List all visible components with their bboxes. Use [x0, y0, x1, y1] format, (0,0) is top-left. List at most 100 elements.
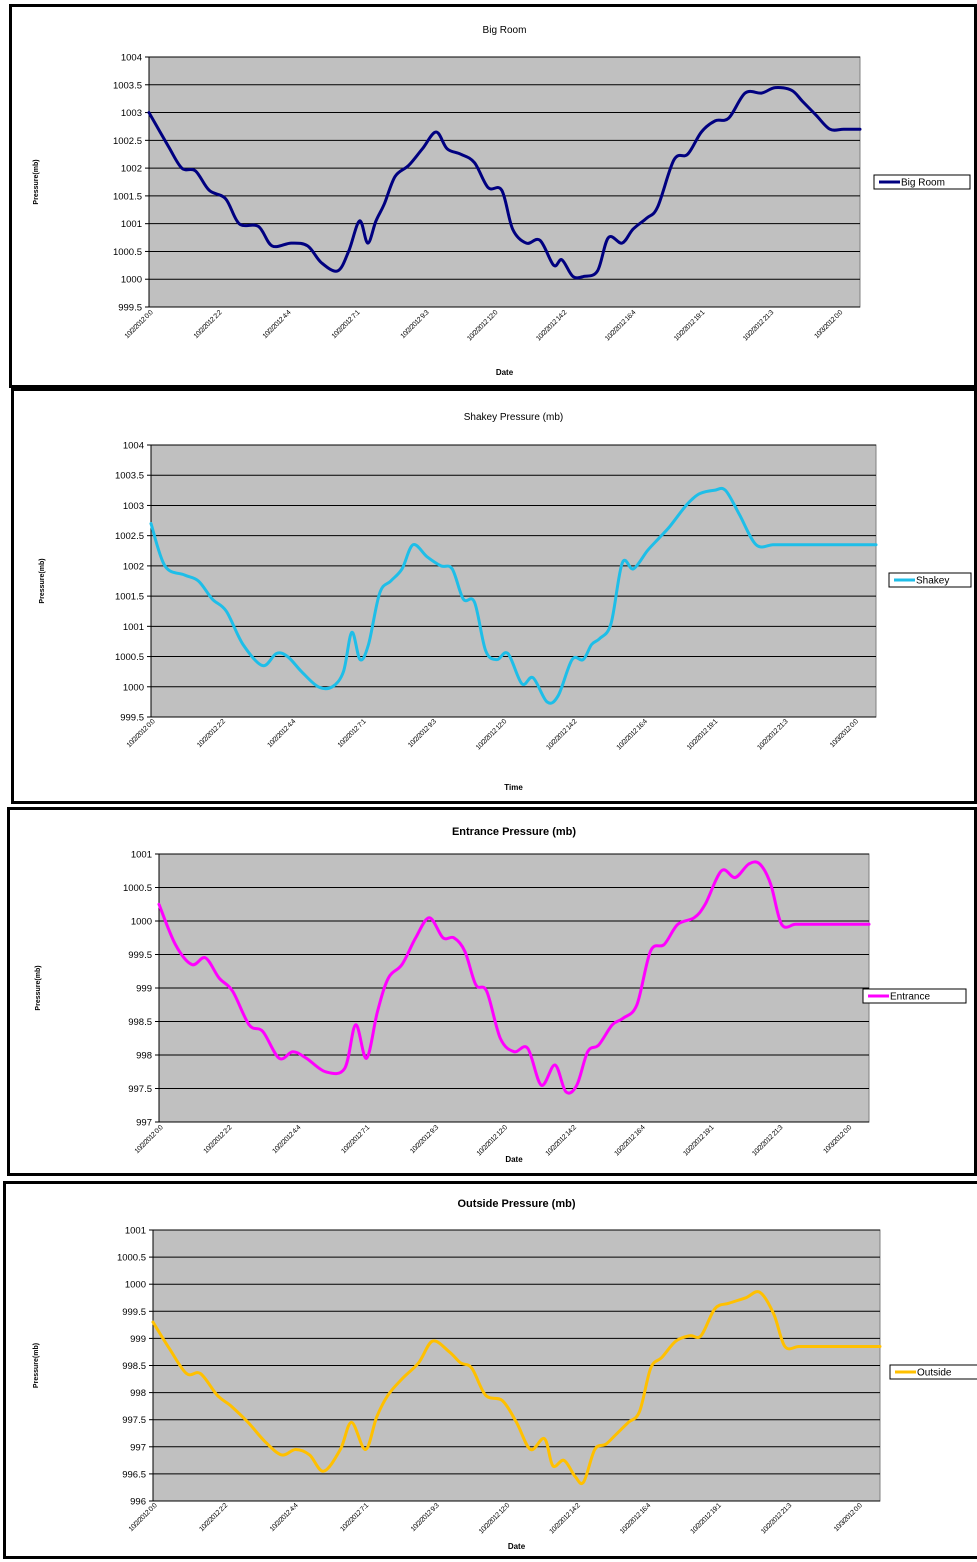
legend-box — [873, 174, 971, 190]
y-tick-label: 1000 — [125, 1280, 146, 1291]
y-tick-label: 998.5 — [122, 1361, 146, 1372]
chart-title: Entrance Pressure (mb) — [452, 826, 576, 838]
series-line — [157, 860, 871, 1095]
x-tick-label: 10/2/2012 16:4 — [616, 718, 649, 751]
x-tick-label: 10/3/2012 0:0 — [813, 309, 844, 340]
x-axis-label: Date — [505, 1155, 523, 1164]
chart-title: Outside Pressure (mb) — [458, 1198, 576, 1210]
x-tick-label: 10/2/2012 7:1 — [331, 309, 362, 340]
y-tick-label: 1000.5 — [115, 652, 144, 663]
y-tick-label: 1000.5 — [117, 1253, 146, 1264]
y-tick-label: 999.5 — [128, 950, 152, 961]
x-tick-label: 10/2/2012 2:2 — [196, 718, 227, 749]
x-tick-label: 10/2/2012 4:4 — [266, 718, 297, 749]
legend-label: Outside — [917, 1368, 952, 1379]
x-axis-label: Date — [508, 1542, 526, 1551]
series-line — [147, 85, 862, 280]
x-tick-label: 10/2/2012 21:3 — [742, 309, 775, 342]
y-tick-label: 997.5 — [128, 1084, 152, 1095]
y-tick-label: 1004 — [123, 441, 144, 452]
y-tick-label: 1001 — [121, 219, 142, 230]
y-tick-label: 996 — [130, 1497, 146, 1508]
y-tick-label: 1000.5 — [123, 883, 152, 894]
x-tick-label: 10/2/2012 21:3 — [760, 1502, 793, 1535]
y-tick-label: 1002 — [123, 561, 144, 572]
y-tick-label: 1002.5 — [115, 531, 144, 542]
y-tick-label: 1001 — [131, 850, 152, 861]
legend-box — [888, 572, 972, 588]
y-tick-label: 999 — [130, 1334, 146, 1345]
x-tick-label: 10/2/2012 2:2 — [198, 1502, 229, 1533]
x-tick-label: 10/2/2012 14:2 — [545, 718, 578, 751]
legend-box — [889, 1364, 977, 1380]
y-tick-label: 997 — [130, 1442, 146, 1453]
y-tick-label: 999 — [136, 984, 152, 995]
legend-label: Entrance — [890, 992, 930, 1003]
chart-panel-entrance: Entrance Pressure (mb) 997 997.5 998 998.5 99… — [7, 807, 977, 1176]
x-tick-label: 10/2/2012 19:1 — [673, 309, 706, 342]
x-tick-label: 10/2/2012 19:1 — [686, 718, 719, 751]
y-tick-label: 997 — [136, 1118, 152, 1129]
x-axis-label: Date — [496, 368, 514, 377]
plot-area — [148, 56, 861, 308]
y-tick-label: 1002.5 — [113, 136, 142, 147]
x-tick-label: 10/2/2012 12:0 — [466, 309, 499, 342]
chart-title: Big Room — [483, 25, 527, 36]
chart-panel-big-room: Big Room 999.5 1000 1000.5 1001 1001.5 1002 100… — [9, 4, 977, 388]
x-tick-label: 10/2/2012 21:3 — [756, 718, 789, 751]
y-tick-label: 1003 — [121, 108, 142, 119]
y-tick-label: 996.5 — [122, 1469, 146, 1480]
legend-label: Big Room — [901, 178, 945, 189]
x-tick-label: 10/3/2012 0:0 — [829, 718, 860, 749]
y-tick-label: 998 — [130, 1388, 146, 1399]
chart-panel-outside: Outside Pressure (mb) 996 996.5 997 997.5 998… — [3, 1181, 977, 1559]
y-tick-label: 1003.5 — [115, 471, 144, 482]
x-tick-label: 10/2/2012 19:1 — [682, 1124, 715, 1157]
legend-box — [862, 988, 967, 1004]
x-tick-label: 10/2/2012 0:0 — [124, 309, 155, 340]
y-tick-label: 999.5 — [118, 303, 142, 314]
chart-shakey: Shakey Pressure (mb) 999.5 1000 1000.5 1001 1… — [39, 412, 972, 792]
x-tick-label: 10/3/2012 0:0 — [822, 1124, 853, 1155]
y-tick-label: 1000 — [121, 275, 142, 286]
x-tick-label: 10/2/2012 2:2 — [203, 1124, 234, 1155]
y-tick-label: 1002 — [121, 164, 142, 175]
y-tick-label: 1003.5 — [113, 80, 142, 91]
x-tick-label: 10/2/2012 7:1 — [337, 718, 368, 749]
y-tick-label: 1003 — [123, 501, 144, 512]
series-line — [149, 486, 878, 705]
x-tick-label: 10/2/2012 14:2 — [548, 1502, 581, 1535]
y-tick-label: 1001 — [125, 1226, 146, 1237]
x-tick-label: 10/2/2012 16:4 — [613, 1124, 646, 1157]
y-axis-label: Pressure(mb) — [33, 159, 40, 204]
x-tick-label: 10/2/2012 12:0 — [476, 1124, 509, 1157]
y-tick-label: 1000 — [131, 917, 152, 928]
x-tick-label: 10/2/2012 9:3 — [410, 1502, 441, 1533]
x-tick-label: 10/2/2012 21:3 — [751, 1124, 784, 1157]
x-tick-label: 10/2/2012 9:3 — [409, 1124, 440, 1155]
x-tick-label: 10/2/2012 0:0 — [134, 1124, 165, 1155]
chart-entrance: Entrance Pressure (mb) 997 997.5 998 998.5 99… — [35, 826, 967, 1164]
legend-label: Shakey — [916, 576, 949, 587]
x-tick-label: 10/2/2012 19:1 — [690, 1502, 723, 1535]
chart-big-room: Big Room 999.5 1000 1000.5 1001 1001.5 1002 100… — [33, 25, 971, 377]
y-axis-label: Pressure(mb) — [33, 1343, 40, 1388]
x-tick-label: 10/2/2012 9:3 — [407, 718, 438, 749]
x-tick-label: 10/2/2012 4:4 — [269, 1502, 300, 1533]
y-tick-label: 1000 — [123, 682, 144, 693]
x-tick-label: 10/2/2012 16:4 — [619, 1502, 652, 1535]
series-line — [151, 1290, 882, 1486]
x-tick-label: 10/2/2012 4:4 — [262, 309, 293, 340]
chart-outside: Outside Pressure (mb) 996 996.5 997 997.5 998… — [33, 1198, 977, 1551]
y-tick-label: 1001.5 — [113, 191, 142, 202]
y-tick-label: 999.5 — [120, 713, 144, 724]
y-tick-label: 1001 — [123, 622, 144, 633]
y-tick-label: 999.5 — [122, 1307, 146, 1318]
chart-title: Shakey Pressure (mb) — [464, 412, 563, 423]
chart-panel-shakey: Shakey Pressure (mb) 999.5 1000 1000.5 1001 1… — [11, 388, 977, 804]
x-tick-label: 10/2/2012 16:4 — [604, 309, 637, 342]
plot-area — [150, 444, 877, 718]
y-tick-label: 998 — [136, 1051, 152, 1062]
x-axis-label: Time — [504, 783, 523, 792]
x-tick-label: 10/2/2012 12:0 — [475, 718, 508, 751]
